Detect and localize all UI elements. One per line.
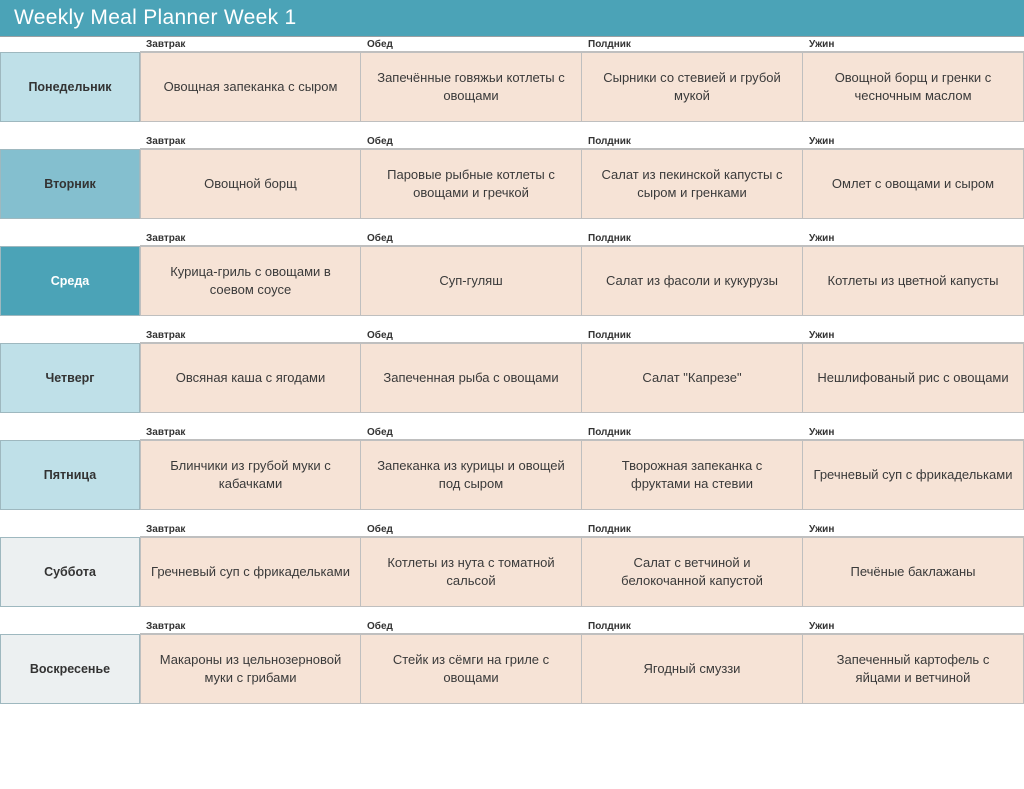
meal-header-row: ЗавтракОбедПолдникУжин: [0, 522, 1024, 537]
meal-header: Завтрак: [140, 37, 361, 52]
day-row: СубботаГречневый суп с фрикаделькамиКотл…: [0, 537, 1024, 607]
gap-cell: [0, 219, 1024, 231]
meal-cell: Овощная запеканка с сыром: [140, 52, 361, 122]
meal-cell: Ягодный смуззи: [582, 634, 803, 704]
day-row: СредаКурица-гриль с овощами в соевом соу…: [0, 246, 1024, 316]
day-name-cell: Воскресенье: [0, 634, 140, 704]
header-spacer: [0, 37, 140, 52]
meal-header: Обед: [361, 522, 582, 537]
day-name-cell: Суббота: [0, 537, 140, 607]
meal-cell: Гречневый суп с фрикадельками: [140, 537, 361, 607]
meal-header-row: ЗавтракОбедПолдникУжин: [0, 37, 1024, 52]
meal-cell: Стейк из сёмги на гриле с овощами: [361, 634, 582, 704]
meal-cell: Салат из пекинской капусты с сыром и гре…: [582, 149, 803, 219]
day-name-cell: Вторник: [0, 149, 140, 219]
meal-cell: Запеченная рыба с овощами: [361, 343, 582, 413]
gap-row: [0, 316, 1024, 328]
meal-header: Полдник: [582, 619, 803, 634]
gap-cell: [0, 122, 1024, 134]
meal-header: Ужин: [803, 425, 1024, 440]
day-name-cell: Четверг: [0, 343, 140, 413]
header-spacer: [0, 619, 140, 634]
meal-header-row: ЗавтракОбедПолдникУжин: [0, 231, 1024, 246]
header-spacer: [0, 522, 140, 537]
day-row: ВоскресеньеМакароны из цельнозерновой му…: [0, 634, 1024, 704]
gap-row: [0, 122, 1024, 134]
day-name-cell: Среда: [0, 246, 140, 316]
meal-cell: Макароны из цельнозерновой муки с грибам…: [140, 634, 361, 704]
day-row: ПятницаБлинчики из грубой муки с кабачка…: [0, 440, 1024, 510]
meal-cell: Печёные баклажаны: [803, 537, 1024, 607]
meal-cell: Овощной борщ: [140, 149, 361, 219]
meal-cell: Салат из фасоли и кукурузы: [582, 246, 803, 316]
gap-row: [0, 219, 1024, 231]
meal-header: Полдник: [582, 328, 803, 343]
header-spacer: [0, 328, 140, 343]
meal-cell: Суп-гуляш: [361, 246, 582, 316]
meal-header: Ужин: [803, 37, 1024, 52]
header-spacer: [0, 231, 140, 246]
meal-header: Обед: [361, 619, 582, 634]
meal-cell: Запеканка из курицы и овощей под сыром: [361, 440, 582, 510]
meal-header: Завтрак: [140, 425, 361, 440]
meal-header: Обед: [361, 231, 582, 246]
meal-header-row: ЗавтракОбедПолдникУжин: [0, 425, 1024, 440]
meal-cell: Салат "Капрезе": [582, 343, 803, 413]
gap-cell: [0, 510, 1024, 522]
meal-header: Обед: [361, 328, 582, 343]
meal-header: Завтрак: [140, 231, 361, 246]
meal-header-row: ЗавтракОбедПолдникУжин: [0, 134, 1024, 149]
day-row: ПонедельникОвощная запеканка с сыромЗапе…: [0, 52, 1024, 122]
meal-cell: Котлеты из нута с томатной сальсой: [361, 537, 582, 607]
meal-header: Полдник: [582, 231, 803, 246]
day-name-cell: Пятница: [0, 440, 140, 510]
meal-header: Ужин: [803, 619, 1024, 634]
day-row: ЧетвергОвсяная каша с ягодамиЗапеченная …: [0, 343, 1024, 413]
meal-header: Полдник: [582, 522, 803, 537]
meal-cell: Сырники со стевией и грубой мукой: [582, 52, 803, 122]
meal-header: Ужин: [803, 522, 1024, 537]
meal-cell: Блинчики из грубой муки с кабачками: [140, 440, 361, 510]
meal-header: Ужин: [803, 134, 1024, 149]
meal-header: Завтрак: [140, 134, 361, 149]
header-spacer: [0, 134, 140, 149]
meal-cell: Нешлифованый рис с овощами: [803, 343, 1024, 413]
meal-header: Ужин: [803, 328, 1024, 343]
meal-header: Полдник: [582, 134, 803, 149]
meal-header: Полдник: [582, 37, 803, 52]
meal-header-row: ЗавтракОбедПолдникУжин: [0, 619, 1024, 634]
meal-header: Ужин: [803, 231, 1024, 246]
meal-cell: Запечённые говяжьи котлеты с овощами: [361, 52, 582, 122]
meal-header: Завтрак: [140, 619, 361, 634]
meal-header: Обед: [361, 37, 582, 52]
meal-cell: Курица-гриль с овощами в соевом соусе: [140, 246, 361, 316]
meal-header: Обед: [361, 425, 582, 440]
gap-cell: [0, 413, 1024, 425]
meal-header: Обед: [361, 134, 582, 149]
meal-cell: Котлеты из цветной капусты: [803, 246, 1024, 316]
meal-header: Завтрак: [140, 522, 361, 537]
day-row: ВторникОвощной борщПаровые рыбные котлет…: [0, 149, 1024, 219]
meal-planner-table: ЗавтракОбедПолдникУжинПонедельникОвощная…: [0, 37, 1024, 704]
gap-row: [0, 607, 1024, 619]
gap-cell: [0, 607, 1024, 619]
meal-cell: Овощной борщ и гренки с чесночным маслом: [803, 52, 1024, 122]
gap-cell: [0, 316, 1024, 328]
meal-cell: Творожная запеканка с фруктами на стевии: [582, 440, 803, 510]
meal-header: Полдник: [582, 425, 803, 440]
meal-cell: Паровые рыбные котлеты с овощами и гречк…: [361, 149, 582, 219]
gap-row: [0, 413, 1024, 425]
meal-cell: Гречневый суп с фрикадельками: [803, 440, 1024, 510]
meal-cell: Омлет с овощами и сыром: [803, 149, 1024, 219]
header-spacer: [0, 425, 140, 440]
meal-header-row: ЗавтракОбедПолдникУжин: [0, 328, 1024, 343]
meal-cell: Салат с ветчиной и белокочанной капустой: [582, 537, 803, 607]
meal-header: Завтрак: [140, 328, 361, 343]
gap-row: [0, 510, 1024, 522]
meal-cell: Запеченный картофель с яйцами и ветчиной: [803, 634, 1024, 704]
page-title: Weekly Meal Planner Week 1: [0, 0, 1024, 37]
day-name-cell: Понедельник: [0, 52, 140, 122]
meal-cell: Овсяная каша с ягодами: [140, 343, 361, 413]
